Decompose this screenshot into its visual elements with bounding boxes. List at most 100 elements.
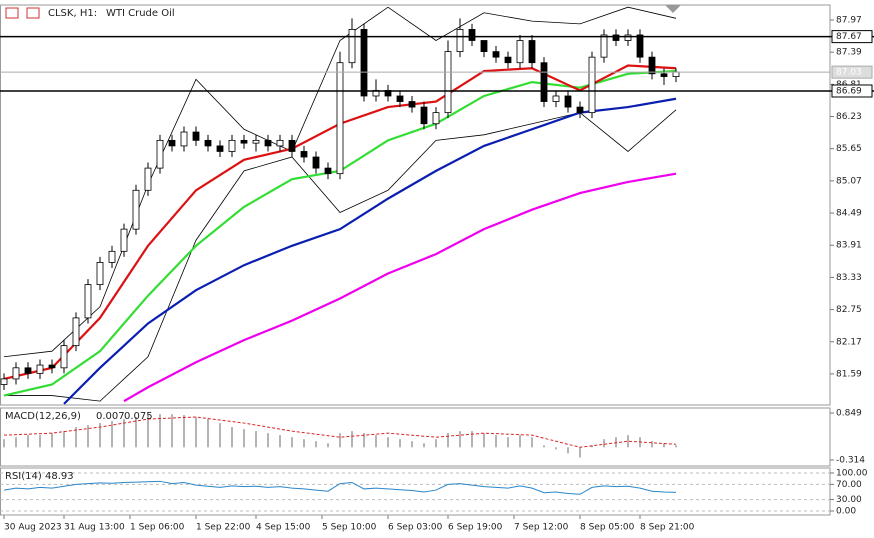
candle-body (180, 131, 188, 147)
histogram-bar (339, 433, 341, 448)
histogram-bar (495, 435, 497, 448)
candle-body (600, 34, 608, 58)
candle-body (24, 367, 32, 374)
x-tick-label: 1 Sep 22:00 (196, 523, 251, 533)
y-tick-label: 86.23 (836, 112, 862, 122)
x-tick-label: 30 Aug 2023 (4, 523, 62, 533)
candle-body (624, 34, 632, 41)
rsi-line (3, 480, 677, 495)
histogram-bar (171, 414, 173, 448)
histogram-bar (615, 437, 617, 448)
histogram-bar (435, 439, 437, 448)
price-label-box (831, 30, 873, 44)
histogram-bar (51, 433, 53, 448)
signal-line (3, 416, 677, 448)
panel-frame (0, 407, 831, 467)
candle-body (300, 151, 308, 158)
histogram-bar (519, 435, 521, 448)
histogram-bar (327, 443, 329, 448)
candle-body (612, 34, 620, 41)
histogram-bar (315, 441, 317, 448)
histogram-bar (411, 441, 413, 448)
panel-frame (0, 467, 831, 516)
histogram-bar (447, 433, 449, 448)
candle-body (444, 51, 452, 114)
histogram-bar (279, 435, 281, 448)
histogram-bar (27, 435, 29, 448)
x-tick-label: 7 Sep 12:00 (514, 523, 569, 533)
indicator-name: MACD(12,26,9) (5, 411, 81, 422)
candle-body (132, 189, 140, 230)
candle-body (648, 56, 656, 75)
histogram-bar (291, 437, 293, 448)
candle-body (120, 228, 128, 252)
histogram-bar (627, 435, 629, 448)
candle-body (528, 40, 536, 64)
last-price-box (831, 65, 873, 79)
candle-body (48, 364, 56, 369)
candle-body (216, 145, 224, 152)
candle-body (456, 29, 464, 53)
indicator-line (4, 109, 677, 402)
y-tick-label: 100.00 (836, 468, 868, 478)
histogram-bar (255, 431, 257, 448)
candle-body (672, 71, 680, 77)
x-tick-label: 6 Sep 03:00 (388, 523, 443, 533)
histogram-bar (555, 447, 557, 450)
histogram-bar (159, 414, 161, 448)
chart-title: WTI Crude Oil (106, 8, 175, 19)
candle-body (636, 34, 644, 58)
candle-body (156, 139, 164, 169)
x-tick-label: 5 Sep 10:00 (322, 523, 377, 533)
y-tick-label: 81.59 (836, 369, 862, 379)
x-tick-label: 4 Sep 15:00 (256, 523, 311, 533)
candle-body (96, 262, 104, 286)
histogram-bar (591, 445, 593, 448)
y-tick-label: 83.33 (836, 273, 862, 283)
candle-body (468, 29, 476, 41)
candle-body (36, 364, 44, 374)
histogram-bar (363, 433, 365, 448)
candle-body (312, 156, 320, 169)
scroll-marker (665, 5, 681, 13)
indicator-value: 0.007 (96, 411, 125, 422)
histogram-bar (135, 417, 137, 448)
histogram-bar (219, 423, 221, 448)
price-label: 87.67 (836, 32, 862, 42)
candle-body (228, 139, 236, 152)
histogram-bar (63, 431, 65, 448)
candle-body (540, 62, 548, 102)
candle-body (336, 62, 344, 175)
y-tick-label: 85.65 (836, 144, 862, 154)
histogram-bar (99, 423, 101, 448)
candle-body (564, 95, 572, 108)
candle-body (240, 139, 248, 144)
y-tick-label: -0.314 (836, 455, 865, 465)
x-tick-label: 1 Sep 06:00 (130, 523, 185, 533)
histogram-bar (483, 433, 485, 448)
histogram-bar (123, 419, 125, 448)
histogram-bar (531, 437, 533, 448)
indicator-line (123, 172, 677, 403)
indicator-value: 0.075 (124, 411, 153, 422)
candle-body (288, 139, 296, 152)
y-tick-label: 82.75 (836, 305, 862, 315)
candle-body (84, 284, 92, 319)
candle-body (192, 131, 200, 141)
panel-frame (0, 4, 831, 406)
y-tick-label: 83.91 (836, 241, 862, 251)
x-tick-label: 8 Sep 21:00 (640, 523, 695, 533)
y-tick-label: 87.97 (836, 15, 862, 25)
histogram-bar (3, 439, 5, 448)
header-icons (5, 7, 40, 19)
histogram-bar (183, 414, 185, 448)
histogram-bar (543, 445, 545, 448)
candle-body (0, 378, 8, 385)
histogram-bar (579, 447, 581, 458)
symbol: CLSK, H1: (48, 8, 97, 19)
x-tick-label: 8 Sep 05:00 (580, 523, 635, 533)
candle-body (60, 345, 68, 369)
candle-body (360, 29, 368, 97)
candle-body (516, 40, 524, 64)
